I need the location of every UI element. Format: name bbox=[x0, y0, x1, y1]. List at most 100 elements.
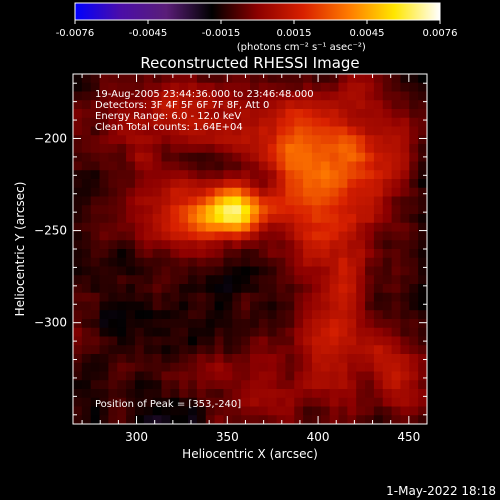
heatmap-cell bbox=[73, 196, 83, 206]
heatmap-cell bbox=[143, 371, 154, 381]
heatmap-cell bbox=[99, 82, 109, 93]
heatmap-cell bbox=[170, 266, 180, 276]
heatmap-cell bbox=[400, 284, 410, 294]
heatmap-cell bbox=[134, 240, 145, 250]
heatmap-cell bbox=[356, 100, 366, 110]
heatmap-cell bbox=[241, 214, 251, 224]
heatmap-cell bbox=[311, 301, 322, 311]
heatmap-cell bbox=[214, 179, 225, 189]
heatmap-cell bbox=[320, 310, 331, 320]
heatmap-cell bbox=[179, 301, 189, 311]
heatmap-cell bbox=[311, 117, 322, 128]
heatmap-cell bbox=[338, 266, 348, 276]
heatmap-cell bbox=[418, 126, 427, 136]
heatmap-cell bbox=[303, 231, 313, 241]
colorbar-tick-label: 0.0076 bbox=[423, 28, 458, 39]
heatmap-cell bbox=[205, 109, 216, 119]
heatmap-cell bbox=[294, 135, 304, 145]
heatmap-cell bbox=[418, 249, 427, 259]
heatmap-cell bbox=[320, 196, 331, 206]
heatmap-cell bbox=[329, 301, 340, 311]
heatmap-cell bbox=[134, 222, 145, 233]
heatmap-cell bbox=[285, 257, 295, 268]
heatmap-cell bbox=[126, 336, 136, 346]
heatmap-cell bbox=[409, 231, 419, 241]
heatmap-cell bbox=[329, 109, 340, 119]
heatmap-cell bbox=[294, 82, 304, 93]
heatmap-cell bbox=[320, 109, 331, 119]
heatmap-cell bbox=[196, 354, 207, 364]
heatmap-cell bbox=[258, 152, 269, 163]
heatmap-cell bbox=[409, 240, 419, 250]
heatmap-cell bbox=[250, 284, 260, 294]
heatmap-cell bbox=[232, 196, 242, 206]
heatmap-cell bbox=[81, 310, 92, 320]
heatmap-cell bbox=[391, 222, 402, 233]
heatmap-cell bbox=[232, 371, 242, 381]
heatmap-cell bbox=[108, 161, 118, 171]
heatmap-cell bbox=[188, 231, 198, 241]
heatmap-cell bbox=[347, 301, 357, 311]
heatmap-cell bbox=[152, 345, 163, 355]
heatmap-cell bbox=[143, 100, 154, 110]
heatmap-cell bbox=[241, 354, 251, 364]
heatmap-cell bbox=[73, 292, 83, 303]
heatmap-cell bbox=[205, 222, 216, 233]
heatmap-cell bbox=[90, 91, 101, 101]
heatmap-cell bbox=[188, 109, 198, 119]
heatmap-cell bbox=[196, 284, 207, 294]
heatmap-cell bbox=[382, 205, 393, 215]
heatmap-cell bbox=[188, 74, 198, 84]
heatmap-cell bbox=[418, 371, 427, 381]
heatmap-cell bbox=[285, 406, 295, 416]
heatmap-cell bbox=[320, 406, 331, 416]
heatmap-cell bbox=[365, 152, 375, 163]
heatmap-cell bbox=[356, 266, 366, 276]
heatmap-cell bbox=[258, 126, 269, 136]
heatmap-cell bbox=[409, 319, 419, 329]
heatmap-cell bbox=[276, 301, 286, 311]
heatmap-cell bbox=[294, 397, 304, 408]
heatmap-cell bbox=[294, 179, 304, 189]
heatmap-cell bbox=[285, 240, 295, 250]
heatmap-cell bbox=[117, 389, 127, 399]
heatmap-cell bbox=[152, 117, 163, 128]
heatmap-cell bbox=[400, 179, 410, 189]
heatmap-cell bbox=[400, 240, 410, 250]
heatmap-cell bbox=[232, 345, 242, 355]
heatmap-cell bbox=[134, 170, 145, 180]
heatmap-cell bbox=[188, 397, 198, 408]
heatmap-cell bbox=[196, 275, 207, 285]
heatmap-cell bbox=[81, 319, 92, 329]
heatmap-cell bbox=[232, 144, 242, 154]
heatmap-cell bbox=[90, 336, 101, 346]
heatmap-cell bbox=[73, 135, 83, 145]
heatmap-cell bbox=[179, 170, 189, 180]
x-tick-label: 450 bbox=[397, 430, 420, 444]
heatmap-cell bbox=[126, 310, 136, 320]
heatmap-cell bbox=[338, 205, 348, 215]
heatmap-cell bbox=[108, 109, 118, 119]
heatmap-cell bbox=[90, 240, 101, 250]
heatmap-cell bbox=[258, 214, 269, 224]
heatmap-cell bbox=[179, 389, 189, 399]
heatmap-cell bbox=[126, 380, 136, 390]
heatmap-cell bbox=[356, 117, 366, 128]
heatmap-cell bbox=[373, 327, 384, 338]
heatmap-cell bbox=[250, 389, 260, 399]
heatmap-cell bbox=[373, 275, 384, 285]
heatmap-cell bbox=[73, 327, 83, 338]
heatmap-cell bbox=[108, 170, 118, 180]
heatmap-cell bbox=[126, 415, 136, 424]
y-tick-label: −300 bbox=[34, 316, 67, 330]
heatmap-cell bbox=[196, 144, 207, 154]
heatmap-cell bbox=[303, 82, 313, 93]
heatmap-cell bbox=[223, 292, 233, 303]
heatmap-cell bbox=[338, 371, 348, 381]
heatmap-cell bbox=[90, 310, 101, 320]
heatmap-cell bbox=[126, 152, 136, 163]
heatmap-cell bbox=[152, 371, 163, 381]
heatmap-cell bbox=[276, 205, 286, 215]
heatmap-cell bbox=[152, 100, 163, 110]
heatmap-cell bbox=[294, 74, 304, 84]
